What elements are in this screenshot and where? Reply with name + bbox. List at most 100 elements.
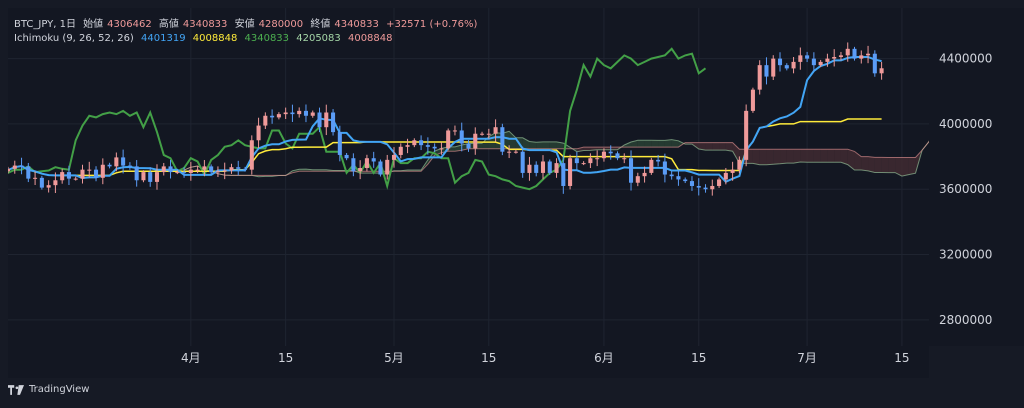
cloud-segment [780, 149, 787, 164]
candle-body [344, 154, 349, 159]
cloud-segment [868, 156, 875, 173]
time-tick-label: 4月 [181, 351, 201, 365]
candle-body [175, 172, 180, 174]
cloud-segment [664, 139, 672, 148]
candle-body [486, 133, 491, 135]
tradingview-footer[interactable]: TradingView [8, 384, 89, 395]
cloud-segment [800, 149, 808, 163]
price-tick-label: 4400000 [939, 52, 992, 66]
candle-body [838, 55, 843, 57]
indicator-label[interactable]: Ichimoku (9, 26, 52, 26) [14, 33, 134, 44]
cloud-segment [793, 149, 801, 164]
time-tick-label: 7月 [797, 351, 817, 365]
time-tick-label: 5月 [384, 351, 404, 365]
time-tick-label: 15 [894, 351, 909, 365]
time-tick-label: 15 [481, 351, 496, 365]
candle-body [859, 55, 864, 59]
candle-body [656, 159, 661, 162]
plot-area[interactable] [0, 8, 1024, 378]
cloud-segment [637, 140, 645, 148]
candle-body [236, 167, 241, 169]
candle-body [94, 169, 99, 178]
candle-body [466, 143, 471, 149]
candle-body [798, 55, 803, 62]
candle-body [168, 166, 173, 173]
cloud-segment [827, 149, 835, 163]
candle-body [100, 164, 105, 178]
price-axis[interactable]: 2800000 3200000 3600000 4000000 4400000 [929, 8, 1024, 346]
change-value: +32571 (+0.76%) [386, 19, 478, 30]
candle-body [683, 179, 688, 182]
cloud-segment [597, 147, 604, 150]
candle-body [242, 168, 248, 170]
price-axis-svg: 2800000 3200000 3600000 4000000 4400000 [939, 52, 992, 327]
candle-body [114, 157, 119, 167]
candle-body [866, 53, 871, 56]
candle-body [534, 164, 539, 173]
time-axis[interactable]: 4月 15 5月 15 6月 15 7月 15 [8, 346, 929, 378]
lagging-value: 4340833 [244, 33, 290, 44]
candle-body [784, 65, 789, 69]
candle-body [195, 169, 200, 171]
candle-body [202, 166, 207, 170]
symbol-label[interactable]: BTC_JPY, 1日 [14, 19, 76, 30]
conversion-value: 4401319 [141, 33, 186, 44]
candle-body [832, 56, 837, 59]
candle-body [419, 140, 424, 146]
close-label: 終値 [310, 19, 331, 30]
candle-body [39, 177, 44, 188]
time-tick-label: 15 [691, 351, 706, 365]
candle-body [777, 58, 783, 66]
candle-body [5, 168, 11, 172]
cloud-segment [658, 140, 665, 148]
candle-body [378, 161, 383, 175]
cloud-segment [813, 149, 821, 163]
tradingview-logo-icon [8, 384, 24, 395]
plot-svg[interactable] [0, 8, 1024, 346]
conversion-line [7, 56, 882, 184]
candle-body [290, 112, 295, 115]
time-tick-label: 15 [278, 351, 293, 365]
candle-body [87, 169, 92, 171]
candle-body [209, 166, 214, 173]
candle-body [744, 110, 749, 160]
tradingview-brand: TradingView [29, 384, 90, 395]
span-b-line [183, 118, 1024, 176]
span-b-value: 4008848 [347, 33, 393, 44]
candle-body [263, 115, 268, 126]
candle-body [554, 163, 559, 173]
symbol-legend: BTC_JPY, 1日 始値 4306462 高値 4340833 安値 428000… [14, 15, 481, 30]
candle-body [66, 172, 71, 179]
time-axis-svg: 4月 15 5月 15 6月 15 7月 15 [181, 351, 910, 365]
price-tick-label: 3600000 [939, 182, 992, 196]
candle-body [405, 145, 410, 147]
candle-body [825, 58, 830, 62]
close-value: 4340833 [334, 19, 379, 30]
candles [5, 42, 884, 196]
cloud-segment [705, 142, 713, 151]
candle-body [331, 112, 336, 133]
candle-body [737, 159, 742, 170]
high-value: 4340833 [182, 19, 228, 30]
time-tick-label: 6月 [594, 351, 614, 365]
candle-body [432, 146, 437, 149]
cloud-segment [854, 151, 862, 171]
candle-body [317, 112, 322, 128]
candle-body [371, 158, 376, 162]
candle-body [188, 169, 193, 173]
lagging-span-line [0, 47, 707, 191]
cloud-segment [698, 142, 706, 151]
cloud-segment [840, 149, 848, 165]
candle-body [182, 172, 187, 174]
candle-body [412, 140, 417, 146]
candle-body [270, 115, 275, 118]
candle-body [615, 153, 620, 159]
candle-body [635, 176, 640, 183]
candle-body [628, 158, 634, 183]
base-line [7, 118, 882, 177]
candle-body [568, 158, 573, 186]
candle-body [689, 181, 695, 186]
candle-body [249, 140, 254, 170]
candle-body [46, 185, 51, 188]
